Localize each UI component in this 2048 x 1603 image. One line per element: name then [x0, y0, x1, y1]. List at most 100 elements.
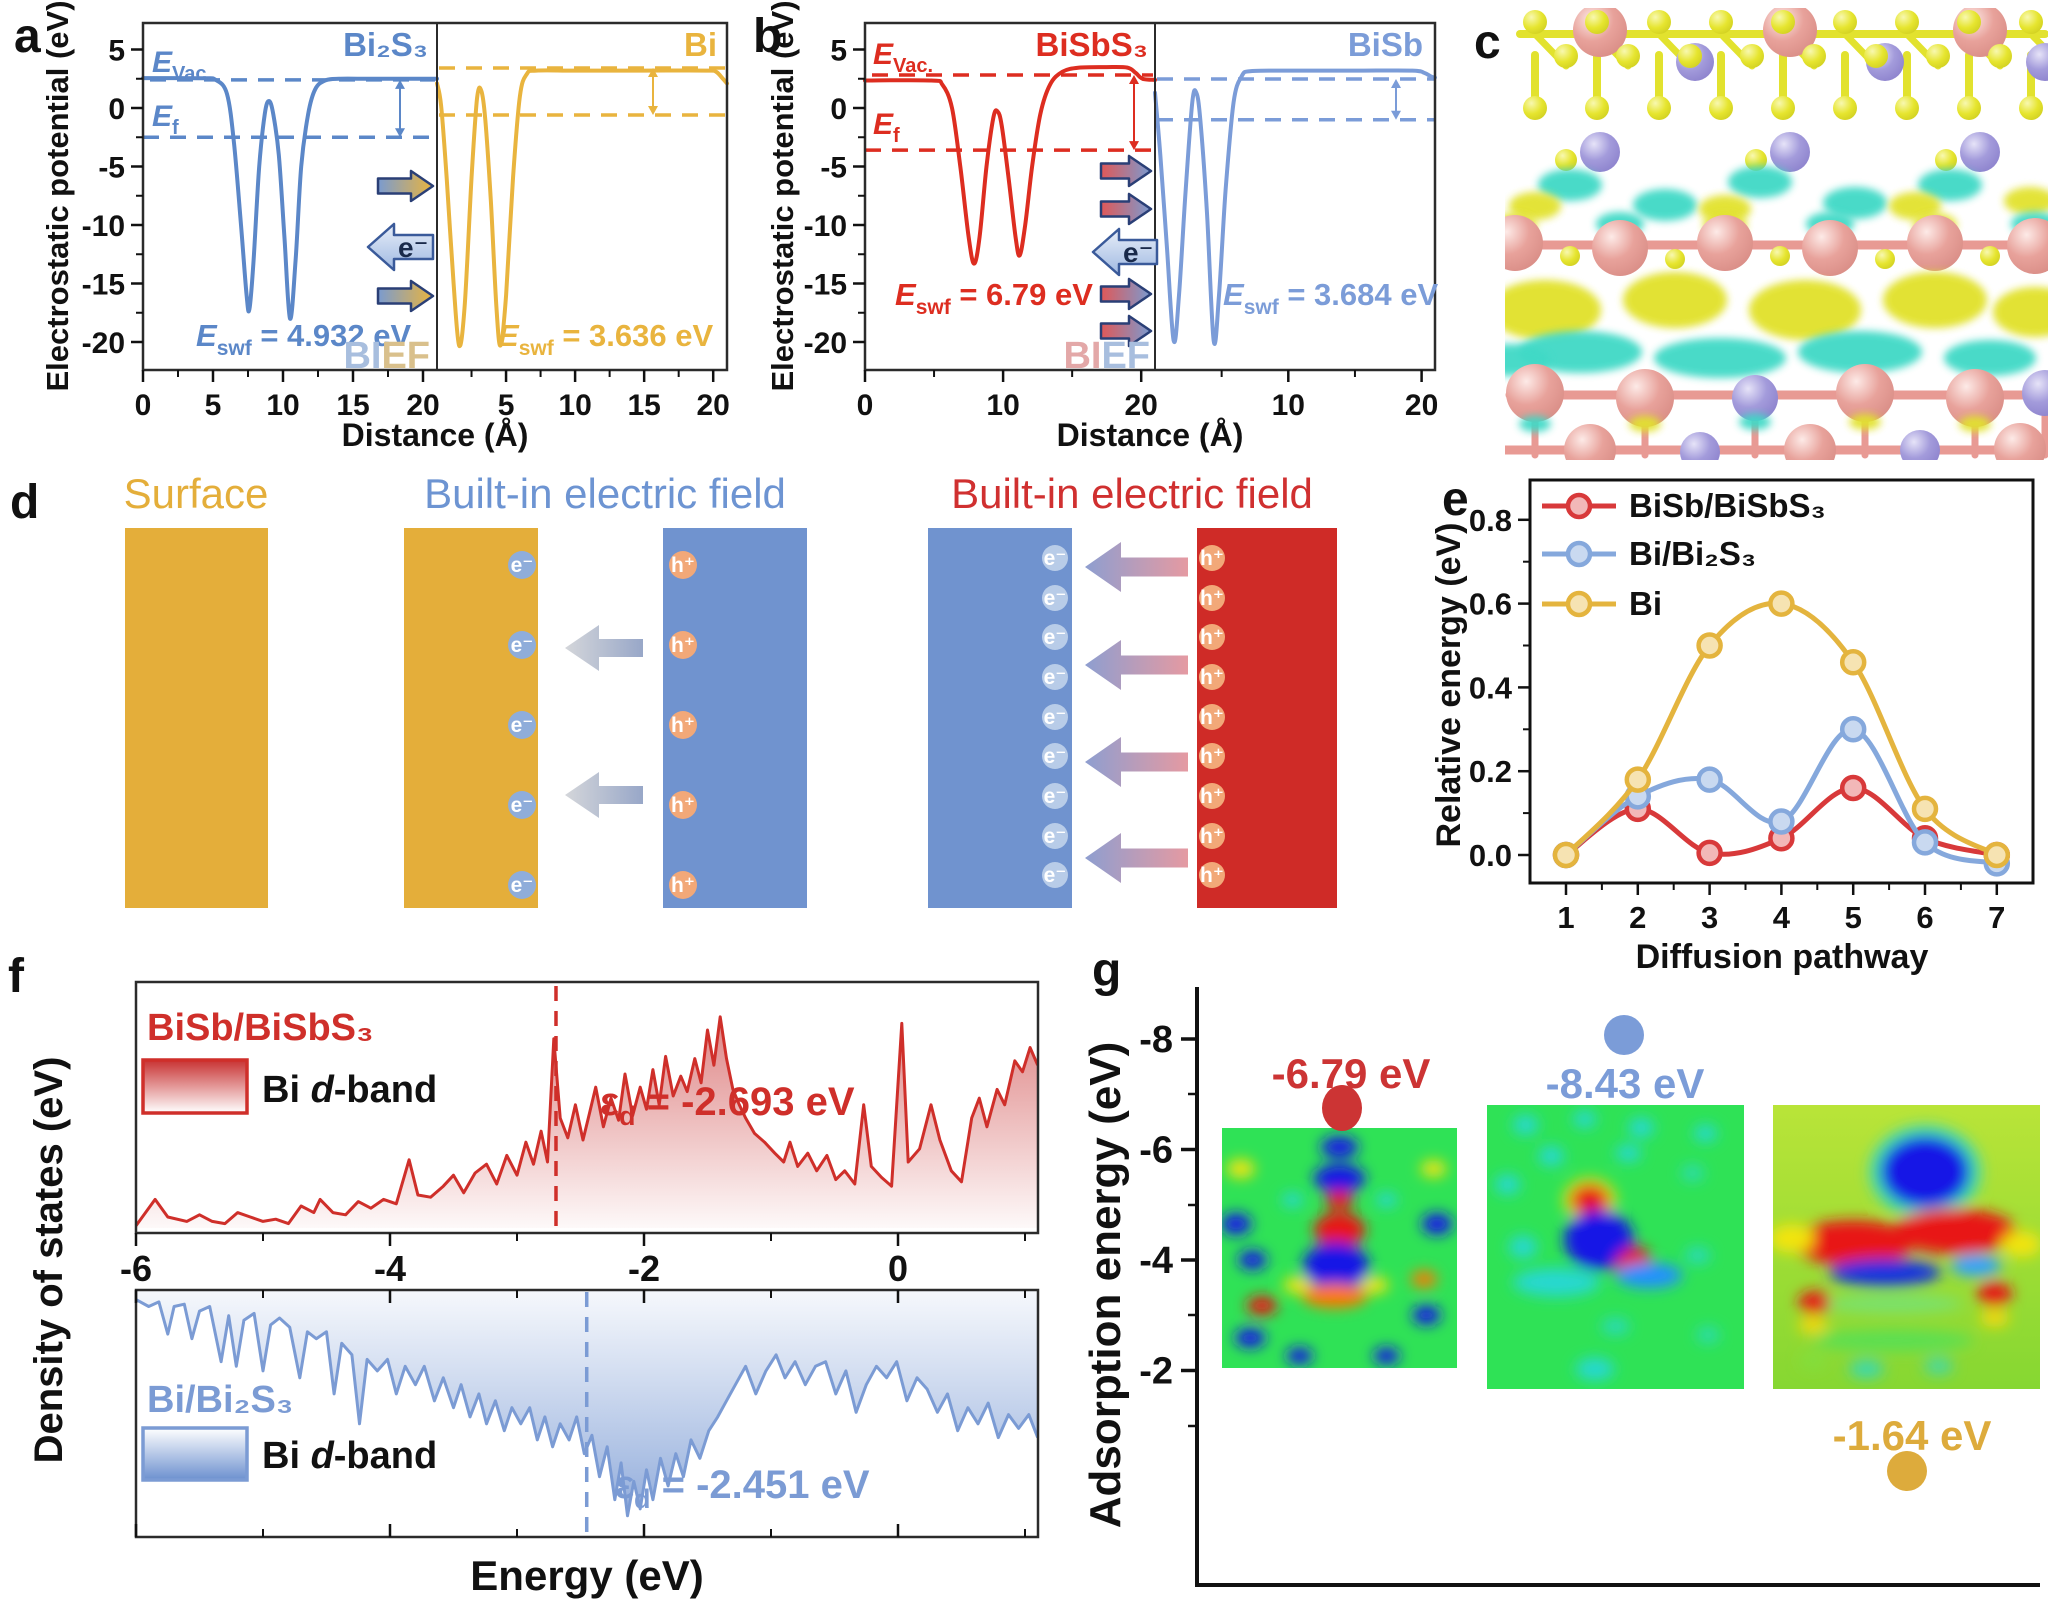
- data-point-marker: [1696, 632, 1723, 659]
- hole-label: h⁺: [671, 634, 695, 657]
- tick-label: 20: [697, 389, 730, 422]
- panel-f-y-axis-label: Density of states (eV): [27, 1057, 71, 1464]
- adsorption-value-blue: -8.43 eV: [1546, 1060, 1705, 1107]
- electron-label: e⁻: [398, 232, 428, 263]
- hole-icon: [669, 551, 697, 579]
- hole-label: h⁺: [1200, 626, 1224, 649]
- hole-icon: [1199, 862, 1225, 888]
- map-feature: [1628, 1117, 1655, 1138]
- arrowhead-icon: [648, 106, 658, 116]
- hole-icon: [669, 871, 697, 899]
- hole-label: h⁺: [1200, 587, 1224, 610]
- map-feature: [1238, 1250, 1267, 1270]
- map-feature: [1573, 1110, 1597, 1128]
- map-feature: [1301, 1284, 1368, 1308]
- panel-b-plot: 5 0 -5 -10 -15 -20 0 10 20 10 20 e⁻: [804, 21, 1438, 422]
- potential-curve: [863, 65, 1157, 266]
- map-feature: [1773, 1224, 1815, 1253]
- electron-icon: [508, 551, 536, 579]
- electron-arrow-icon: [1091, 227, 1159, 277]
- panel-b-eswf-right: Eswf = 3.684 eV: [1223, 277, 1438, 319]
- electron-icon: [1042, 783, 1068, 809]
- panel-a-right-title: Bi: [684, 26, 717, 63]
- arrow-icon: [376, 279, 435, 313]
- heading-built-in-electric-field-blue: Built-in electric field: [424, 470, 786, 517]
- map-feature: [1798, 1316, 1828, 1335]
- panel-e: e Relative energy (eV) Diffusion pathway…: [1430, 473, 2035, 976]
- legend-marker-icon: [1565, 540, 1593, 568]
- map-feature: [1575, 1357, 1615, 1381]
- s-atom: [1585, 96, 1609, 120]
- map-feature: [1977, 1281, 2012, 1306]
- map-feature: [1681, 1164, 1705, 1182]
- legend-marker-icon: [1565, 492, 1593, 520]
- tick-label: 3: [1701, 900, 1718, 935]
- panel-f-bottom-band-legend: Bi d-band: [262, 1435, 437, 1477]
- electron-label: e⁻: [511, 874, 534, 897]
- tick-label: 5: [498, 389, 515, 422]
- isosurface-blob: [1959, 416, 1991, 432]
- s-atom: [1770, 246, 1790, 266]
- s-atom: [1709, 96, 1733, 120]
- electron-icon: [1042, 664, 1068, 690]
- isosurface-blob: [1623, 272, 1727, 328]
- eswf-subscript: swf: [1244, 296, 1280, 319]
- data-point-marker: [1839, 649, 1867, 676]
- map-feature: [1286, 1347, 1313, 1365]
- sb-atom: [1960, 132, 2000, 172]
- arrowhead-icon: [395, 79, 405, 89]
- map-feature: [1320, 1136, 1359, 1158]
- panel-e-legend: BiSb/BiSbS₃ Bi/Bi₂S₃ Bi: [1542, 487, 1826, 622]
- electron-icon: [1042, 704, 1068, 730]
- sb-atom: [2022, 370, 2048, 416]
- bief-part1: BI: [1063, 335, 1101, 377]
- map-feature: [1226, 1159, 1255, 1179]
- s-atom: [1957, 10, 1981, 34]
- electron-label: e⁻: [511, 554, 534, 577]
- tick-label: 20: [1125, 389, 1158, 422]
- electron-label: e⁻: [1044, 706, 1067, 729]
- map-feature: [1564, 1210, 1634, 1270]
- map-feature: [1222, 1213, 1252, 1235]
- charge-density-map-image: [1487, 1105, 1744, 1389]
- electron-label: e⁻: [1044, 825, 1067, 848]
- tick-label: 0.8: [1469, 503, 1512, 538]
- s-atom: [1665, 249, 1685, 269]
- panel-b-ef-label: Ef: [873, 108, 900, 147]
- map-feature: [1923, 1357, 1954, 1375]
- panel-a-x-axis-label: Distance (Å): [342, 417, 529, 453]
- map-feature: [1313, 1212, 1366, 1248]
- s-atom: [1895, 10, 1919, 34]
- map-feature: [1421, 1213, 1453, 1235]
- eswf-value: = 3.636 eV: [554, 318, 714, 353]
- map-feature: [1538, 1146, 1565, 1167]
- panel-f-x-axis-label: Energy (eV): [470, 1552, 703, 1599]
- sb-atom: [1732, 375, 1778, 421]
- tick-label: 5: [1845, 900, 1862, 935]
- surface-slab: [125, 528, 268, 908]
- isosurface-blob: [1739, 414, 1771, 430]
- arrowhead-icon: [1391, 78, 1401, 88]
- map-feature: [1881, 1136, 1970, 1208]
- data-point-marker: [1911, 795, 1939, 823]
- hole-icon: [1199, 823, 1225, 849]
- evac-subscript: Vac.: [893, 55, 933, 77]
- field-arrow-icon: [1085, 640, 1188, 690]
- bief-part2: EF: [1101, 335, 1150, 377]
- hole-icon: [669, 711, 697, 739]
- map-feature: [1570, 1184, 1610, 1216]
- panel-f-top-ed: εd = -2.693 eV: [600, 1080, 855, 1131]
- arrow-icon: [1099, 314, 1153, 348]
- isosurface-blob: [1519, 416, 1551, 432]
- electron-label: e⁻: [1044, 745, 1067, 768]
- panel-b: b Electrostatic potential (eV) Distance …: [753, 0, 1438, 453]
- ed-subscript: d: [619, 1101, 636, 1131]
- isosurface-blob: [1538, 169, 1602, 201]
- map-blobs: [1494, 1110, 1720, 1381]
- tick-label: 0.4: [1469, 670, 1513, 705]
- map-feature: [1411, 1270, 1438, 1288]
- arrow-icon: [376, 169, 435, 203]
- bi-atom: [1946, 369, 2004, 427]
- tick-label: 0: [108, 93, 125, 126]
- map-feature: [1508, 1235, 1538, 1259]
